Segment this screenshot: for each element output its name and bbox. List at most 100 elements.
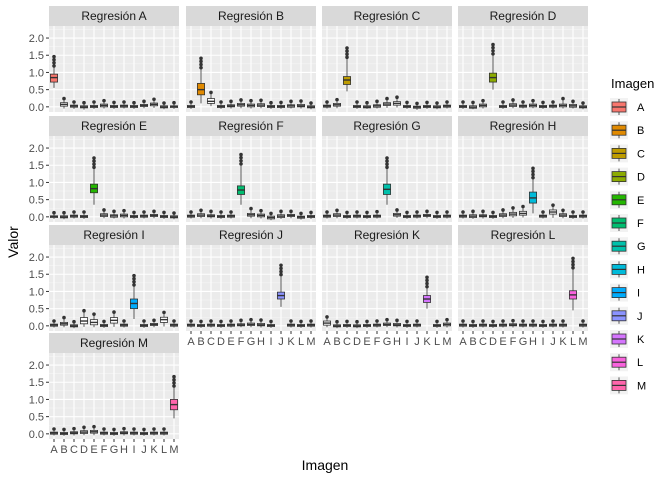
- x-tick-label: E: [227, 336, 234, 348]
- outlier-point: [541, 319, 545, 324]
- legend-entry-L: L: [610, 353, 643, 372]
- outlier-point: [122, 426, 126, 431]
- box-G: [246, 206, 255, 219]
- strip-background: [458, 6, 588, 26]
- outlier-point: [112, 100, 116, 105]
- y-tick-label: 1.0: [29, 286, 44, 298]
- box-F: [236, 152, 245, 205]
- legend-label: K: [637, 334, 645, 346]
- outlier-point: [345, 52, 349, 57]
- box-L: [159, 101, 168, 110]
- outlier-point: [531, 172, 535, 177]
- outlier-point: [62, 96, 66, 101]
- outlier-point: [219, 319, 223, 324]
- box-J: [139, 427, 148, 436]
- box-C: [206, 209, 215, 219]
- x-tick-label: H: [529, 336, 537, 348]
- outlier-point: [531, 175, 535, 180]
- box-H: [120, 208, 129, 219]
- outlier-point: [229, 319, 233, 323]
- box-A: [50, 210, 59, 219]
- x-tick-label: M: [169, 444, 178, 456]
- box-J: [276, 263, 285, 307]
- outlier-point: [335, 319, 339, 324]
- box-J: [139, 99, 148, 109]
- outlier-point: [102, 98, 106, 103]
- box-I: [129, 100, 138, 109]
- x-tick-label: I: [541, 336, 544, 348]
- strip-title: Regresión B: [218, 9, 284, 23]
- box-D: [80, 308, 89, 327]
- box-E: [226, 319, 235, 328]
- outlier-point: [425, 275, 429, 280]
- outlier-point: [189, 100, 193, 104]
- x-tick-label: H: [257, 336, 265, 348]
- outlier-point: [375, 209, 379, 214]
- x-tick-label: E: [499, 336, 506, 348]
- outlier-point: [199, 56, 203, 61]
- outlier-point: [541, 210, 545, 214]
- outlier-point: [435, 210, 439, 215]
- x-tick-label: M: [306, 336, 315, 348]
- box-J: [139, 210, 148, 219]
- x-tick-label: L: [570, 336, 576, 348]
- box-A: [322, 210, 331, 219]
- box-F: [508, 318, 517, 328]
- box-G: [382, 317, 391, 328]
- strip-background: [322, 6, 452, 26]
- outlier-point: [581, 319, 585, 323]
- box-H: [256, 98, 265, 109]
- outlier-point: [571, 265, 575, 270]
- outlier-point: [172, 381, 176, 385]
- box-H: [256, 208, 265, 219]
- box-K: [422, 275, 431, 309]
- box-C: [70, 319, 79, 329]
- outlier-point: [309, 319, 313, 323]
- outlier-point: [501, 208, 505, 212]
- facet-E: Regresión E 0.0 0.5 1.0 1.5 2.0: [29, 116, 179, 224]
- x-tick-label: M: [578, 336, 587, 348]
- box-J: [412, 101, 421, 110]
- box-C: [342, 319, 351, 328]
- outlier-point: [405, 100, 409, 105]
- outlier-point: [92, 312, 96, 316]
- strip-title: Regresión F: [218, 119, 283, 133]
- outlier-point: [172, 374, 176, 379]
- outlier-point: [335, 208, 339, 213]
- box-D: [216, 100, 225, 109]
- x-tick-label: F: [374, 336, 381, 348]
- box-F: [100, 427, 109, 436]
- box-B: [196, 208, 205, 219]
- outlier-point: [571, 259, 575, 264]
- outlier-point: [62, 210, 66, 215]
- box-C: [206, 90, 215, 107]
- outlier-point: [309, 210, 313, 215]
- outlier-point: [309, 101, 313, 105]
- outlier-point: [102, 319, 106, 324]
- strip-background: [49, 6, 179, 26]
- x-tick-label: E: [363, 336, 370, 348]
- y-tick-label: 0.5: [29, 304, 44, 316]
- outlier-point: [511, 98, 515, 102]
- box-F: [100, 208, 109, 219]
- outlier-point: [581, 210, 585, 214]
- strip-title: Regresión J: [219, 228, 283, 242]
- box-C: [342, 46, 351, 92]
- strip-title: Regresión C: [354, 9, 421, 23]
- box-B: [196, 319, 205, 328]
- facet-M: Regresión M 0.0 0.5 1.0 1.5 2.0 A B C D E F G H I J K L M: [29, 333, 179, 456]
- box-H: [120, 319, 129, 328]
- box-H: [392, 318, 401, 328]
- box-K: [149, 209, 158, 219]
- box-E: [226, 210, 235, 219]
- outlier-point: [72, 426, 76, 431]
- box-D: [488, 42, 497, 90]
- outlier-point: [425, 100, 429, 105]
- y-tick-label: 2.0: [29, 143, 44, 155]
- box-H: [529, 166, 538, 214]
- x-tick-label: L: [434, 336, 440, 348]
- box-K: [559, 208, 568, 219]
- outlier-point: [259, 318, 263, 322]
- facet-J: Regresión J A B C D E F G H I J K L M: [186, 225, 316, 348]
